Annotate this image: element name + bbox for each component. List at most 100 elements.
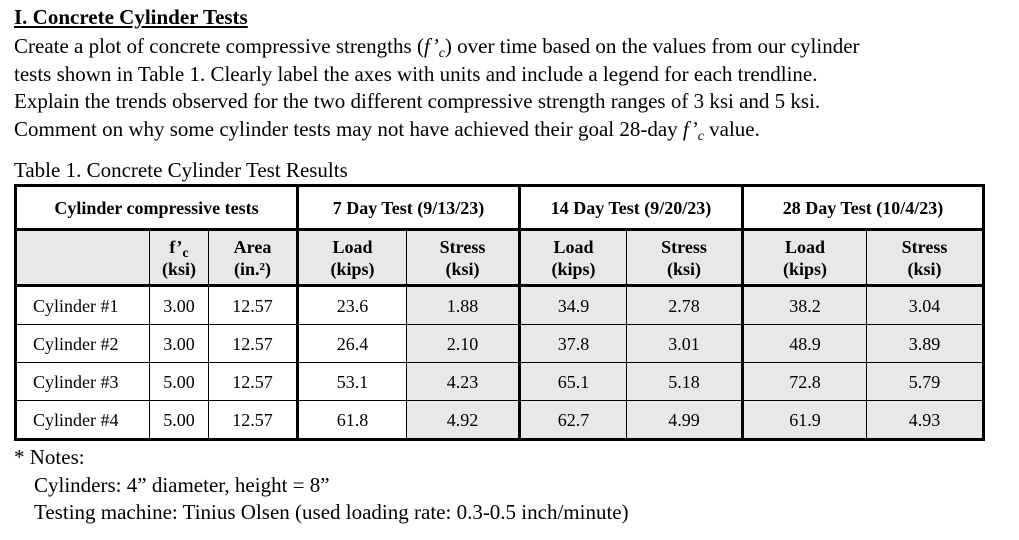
- column-header-label: f’c: [150, 236, 208, 261]
- column-header: Stress (ksi): [626, 229, 743, 287]
- data-row: Cylinder #1 3.00 12.57 23.6 1.88 34.9 2.78 38.2…: [15, 285, 984, 325]
- note-line: Testing machine: Tinius Olsen (used load…: [34, 500, 629, 524]
- column-header: Area (in.²): [208, 229, 298, 287]
- group-header: 28 Day Test (10/4/23): [741, 185, 984, 231]
- cell: 4.93: [866, 400, 984, 440]
- column-header-label: Stress: [867, 236, 982, 258]
- unit: (kips): [551, 258, 596, 279]
- column-header-label: Area: [209, 236, 296, 258]
- text-segment: ) over time based on the values from our…: [444, 34, 860, 58]
- column-header: Load (kips): [296, 229, 407, 287]
- paragraph-line: tests shown in Table 1. Clearly label th…: [14, 61, 818, 87]
- column-header: Load (kips): [741, 229, 867, 287]
- unit: (in.²): [234, 258, 271, 279]
- cell: 3.00: [149, 324, 209, 363]
- group-header: 14 Day Test (9/20/23): [518, 185, 743, 231]
- text-segment: f’: [423, 34, 439, 58]
- cell: 38.2: [741, 285, 867, 325]
- column-header: Stress (ksi): [866, 229, 984, 287]
- notes-title: * Notes:: [14, 445, 85, 469]
- column-header-label: Load: [299, 236, 406, 258]
- column-header-empty: [15, 229, 150, 287]
- column-header-label: Stress: [627, 236, 741, 258]
- cell: 12.57: [208, 324, 298, 363]
- cell: 61.8: [296, 400, 407, 440]
- row-label: Cylinder #4: [15, 400, 150, 440]
- cell: 12.57: [208, 285, 298, 325]
- cell: 3.00: [149, 285, 209, 325]
- text-segment: Explain the trends observed for the two …: [14, 89, 821, 113]
- row-label: Cylinder #2: [15, 324, 150, 363]
- column-header: Stress (ksi): [406, 229, 520, 287]
- cell: 5.79: [866, 362, 984, 401]
- cell: 61.9: [741, 400, 867, 440]
- unit: (ksi): [161, 258, 196, 279]
- cell: 53.1: [296, 362, 407, 401]
- cell: 5.18: [626, 362, 743, 401]
- cell: 26.4: [296, 324, 407, 363]
- label: Load: [784, 236, 826, 257]
- unit: (ksi): [666, 258, 701, 279]
- cell: 5.00: [149, 400, 209, 440]
- group-header: 7 Day Test (9/13/23): [296, 185, 520, 231]
- text-segment: value.: [703, 116, 760, 141]
- cell: 2.10: [406, 324, 520, 363]
- column-header: f’c (ksi): [149, 229, 209, 287]
- cell: 23.6: [296, 285, 407, 325]
- label: Stress: [901, 236, 948, 257]
- label: Load: [553, 236, 594, 257]
- paragraph-line: Create a plot of concrete compressive st…: [14, 33, 860, 61]
- group-header: Cylinder compressive tests: [15, 185, 298, 231]
- unit: (kips): [330, 258, 375, 279]
- text-segment: tests shown in Table 1. Clearly label th…: [14, 61, 818, 86]
- cell: 5.00: [149, 362, 209, 401]
- cell: 37.8: [518, 324, 627, 363]
- unit: (kips): [782, 258, 827, 279]
- cell: 34.9: [518, 285, 627, 325]
- data-row: Cylinder #2 3.00 12.57 26.4 2.10 37.8 3.01 48.9…: [15, 324, 984, 363]
- row-label: Cylinder #1: [15, 285, 150, 325]
- cell: 12.57: [208, 362, 298, 401]
- row-label: Cylinder #3: [15, 362, 150, 401]
- label: Stress: [439, 236, 486, 257]
- cell: 3.89: [866, 324, 984, 363]
- results-table: Cylinder compressive tests 7 Day Test (9/…: [14, 184, 985, 441]
- text-segment: c: [697, 128, 704, 144]
- cell: 1.88: [406, 285, 520, 325]
- column-header-label: Load: [521, 236, 626, 258]
- cell: 3.01: [626, 324, 743, 363]
- cell: 65.1: [518, 362, 627, 401]
- paragraph-line: Comment on why some cylinder tests may n…: [14, 116, 760, 144]
- label: Area: [233, 236, 272, 257]
- cell: 2.78: [626, 285, 743, 325]
- cell: 4.99: [626, 400, 743, 440]
- text-segment: Create a plot of concrete compressive st…: [14, 34, 424, 58]
- label: Stress: [661, 236, 707, 257]
- data-row: Cylinder #4 5.00 12.57 61.8 4.92 62.7 4.99 61.9…: [15, 400, 984, 440]
- cell: 72.8: [741, 362, 867, 401]
- cell: 3.04: [866, 285, 984, 325]
- text-segment: c: [438, 46, 445, 61]
- cell: 12.57: [208, 400, 298, 440]
- cell: 48.9: [741, 324, 867, 363]
- cell: 62.7: [518, 400, 627, 440]
- table-caption: Table 1. Concrete Cylinder Test Results: [14, 158, 348, 182]
- text-segment: Comment on why some cylinder tests may n…: [14, 116, 683, 141]
- cell: 4.23: [406, 362, 520, 401]
- cell: 4.92: [406, 400, 520, 440]
- unit: (ksi): [445, 258, 480, 279]
- paragraph-line: Explain the trends observed for the two …: [14, 88, 820, 114]
- column-header-label: Load: [744, 236, 866, 258]
- label: Load: [332, 236, 373, 257]
- data-row: Cylinder #3 5.00 12.57 53.1 4.23 65.1 5.18 72.8…: [15, 362, 984, 401]
- symbol: f’: [169, 236, 183, 257]
- column-header: Load (kips): [518, 229, 627, 287]
- text-segment: f’: [682, 116, 698, 141]
- unit: (ksi): [907, 258, 942, 279]
- note-line: Cylinders: 4” diameter, height = 8”: [34, 473, 330, 497]
- section-title: I. Concrete Cylinder Tests: [14, 5, 248, 29]
- column-header-row: f’c (ksi) Area (in.²) Load (kips) Stress (ksi) L…: [15, 229, 984, 287]
- column-header-label: Stress: [407, 236, 518, 258]
- subscript: c: [182, 245, 189, 261]
